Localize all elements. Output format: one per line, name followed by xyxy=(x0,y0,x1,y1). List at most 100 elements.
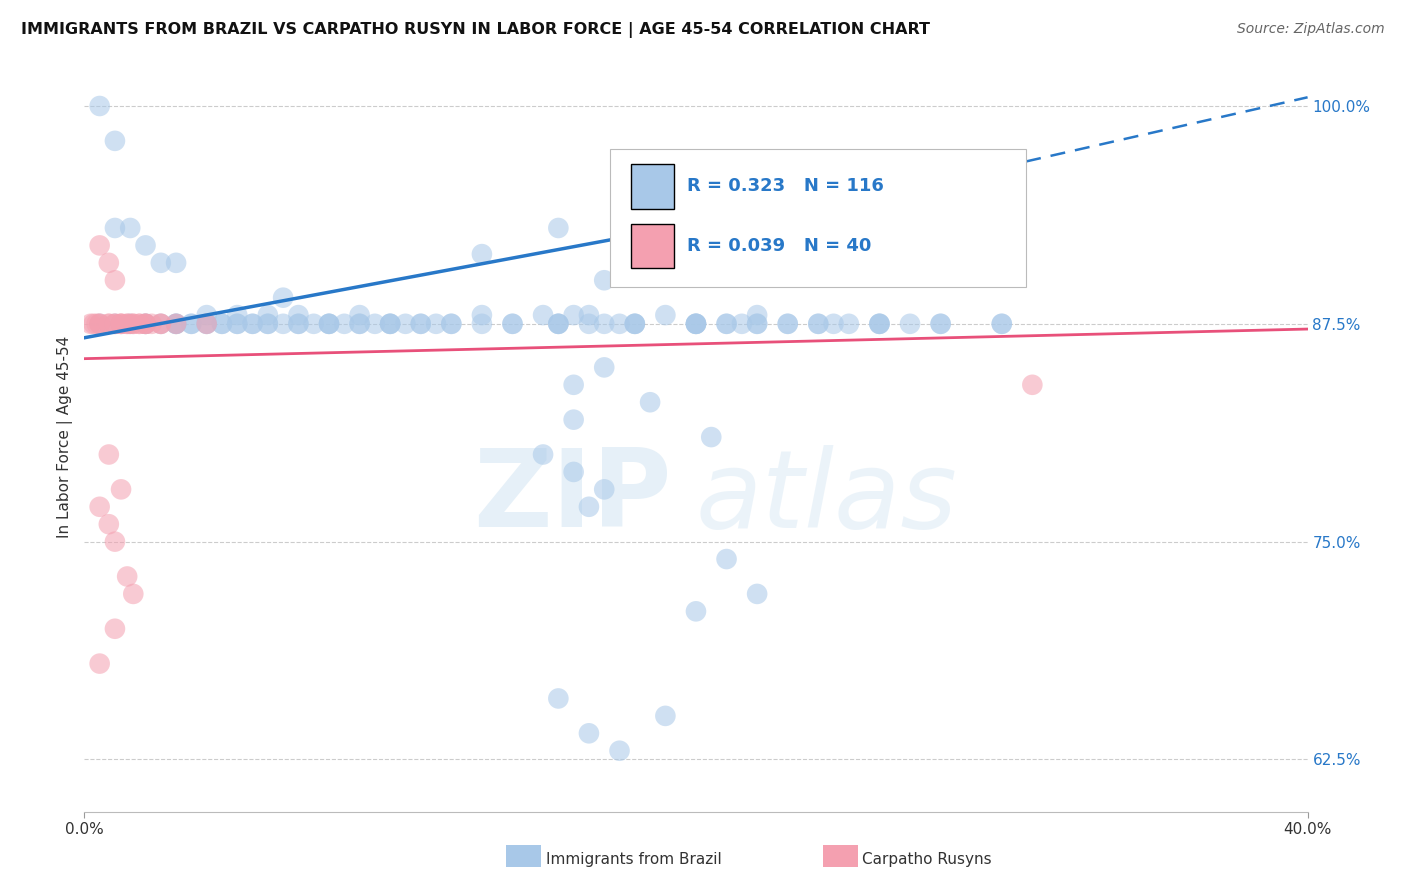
Point xyxy=(135,317,157,331)
Point xyxy=(624,317,647,331)
Point xyxy=(257,317,280,331)
Point xyxy=(180,317,202,331)
Point xyxy=(128,317,150,331)
Point xyxy=(380,317,402,331)
FancyBboxPatch shape xyxy=(610,149,1026,287)
Point xyxy=(747,587,769,601)
Point xyxy=(97,517,120,532)
Point xyxy=(776,317,799,331)
Point xyxy=(104,317,127,331)
Point xyxy=(211,317,233,331)
Point xyxy=(685,317,707,331)
Point xyxy=(257,308,280,322)
Point xyxy=(638,395,661,409)
Point xyxy=(149,256,172,270)
Point xyxy=(502,317,524,331)
Point xyxy=(807,317,830,331)
Point xyxy=(195,317,218,331)
Point xyxy=(104,221,127,235)
Point xyxy=(128,317,150,331)
Point xyxy=(471,317,494,331)
Point xyxy=(97,317,120,331)
Point xyxy=(83,317,105,331)
Text: Carpatho Rusyns: Carpatho Rusyns xyxy=(862,853,991,867)
Point xyxy=(318,317,340,331)
Point xyxy=(349,308,371,322)
Point xyxy=(120,221,142,235)
Point xyxy=(1021,377,1043,392)
Point xyxy=(440,317,463,331)
Point xyxy=(869,317,891,331)
Point xyxy=(149,317,172,331)
Point xyxy=(624,238,647,252)
Point xyxy=(716,552,738,566)
Point xyxy=(242,317,264,331)
Point xyxy=(991,317,1014,331)
Point xyxy=(593,360,616,375)
Y-axis label: In Labor Force | Age 45-54: In Labor Force | Age 45-54 xyxy=(58,336,73,538)
Point xyxy=(654,308,676,322)
Point xyxy=(104,317,127,331)
Point xyxy=(110,317,132,331)
Point xyxy=(562,308,585,322)
Point xyxy=(547,317,569,331)
Point xyxy=(104,622,127,636)
Point xyxy=(562,412,585,426)
Text: ZIP: ZIP xyxy=(472,444,672,550)
Point xyxy=(141,317,163,331)
Point xyxy=(195,317,218,331)
Point xyxy=(86,317,108,331)
Point xyxy=(135,317,157,331)
Point xyxy=(302,317,325,331)
Point xyxy=(593,483,616,497)
Point xyxy=(716,317,738,331)
Point xyxy=(547,221,569,235)
Point xyxy=(318,317,340,331)
Point xyxy=(89,317,111,331)
Point xyxy=(747,317,769,331)
Point xyxy=(79,317,101,331)
Point xyxy=(578,308,600,322)
Point xyxy=(929,317,952,331)
Point xyxy=(547,691,569,706)
Point xyxy=(271,317,294,331)
Point xyxy=(110,483,132,497)
Point xyxy=(104,534,127,549)
Point xyxy=(89,317,111,331)
FancyBboxPatch shape xyxy=(631,224,673,268)
Point xyxy=(823,317,845,331)
Point xyxy=(624,317,647,331)
Point xyxy=(165,317,187,331)
Point xyxy=(135,317,157,331)
Point xyxy=(104,273,127,287)
Point xyxy=(609,744,631,758)
Point xyxy=(394,317,416,331)
Point xyxy=(869,317,891,331)
Point xyxy=(776,317,799,331)
Point xyxy=(731,317,754,331)
Point xyxy=(991,317,1014,331)
Point xyxy=(165,317,187,331)
Point xyxy=(115,569,138,583)
Point xyxy=(122,587,145,601)
Point xyxy=(869,317,891,331)
Point xyxy=(747,317,769,331)
Point xyxy=(104,134,127,148)
Point xyxy=(547,317,569,331)
Text: Immigrants from Brazil: Immigrants from Brazil xyxy=(546,853,721,867)
Point xyxy=(578,500,600,514)
Text: R = 0.039   N = 40: R = 0.039 N = 40 xyxy=(688,237,872,255)
Point xyxy=(226,308,249,322)
Point xyxy=(333,317,356,331)
Point xyxy=(110,317,132,331)
Point xyxy=(380,317,402,331)
Point xyxy=(380,317,402,331)
Point xyxy=(135,317,157,331)
Point xyxy=(89,99,111,113)
Point xyxy=(287,317,309,331)
Point xyxy=(685,317,707,331)
Point xyxy=(115,317,138,331)
Point xyxy=(654,221,676,235)
Point xyxy=(211,317,233,331)
Point xyxy=(135,238,157,252)
